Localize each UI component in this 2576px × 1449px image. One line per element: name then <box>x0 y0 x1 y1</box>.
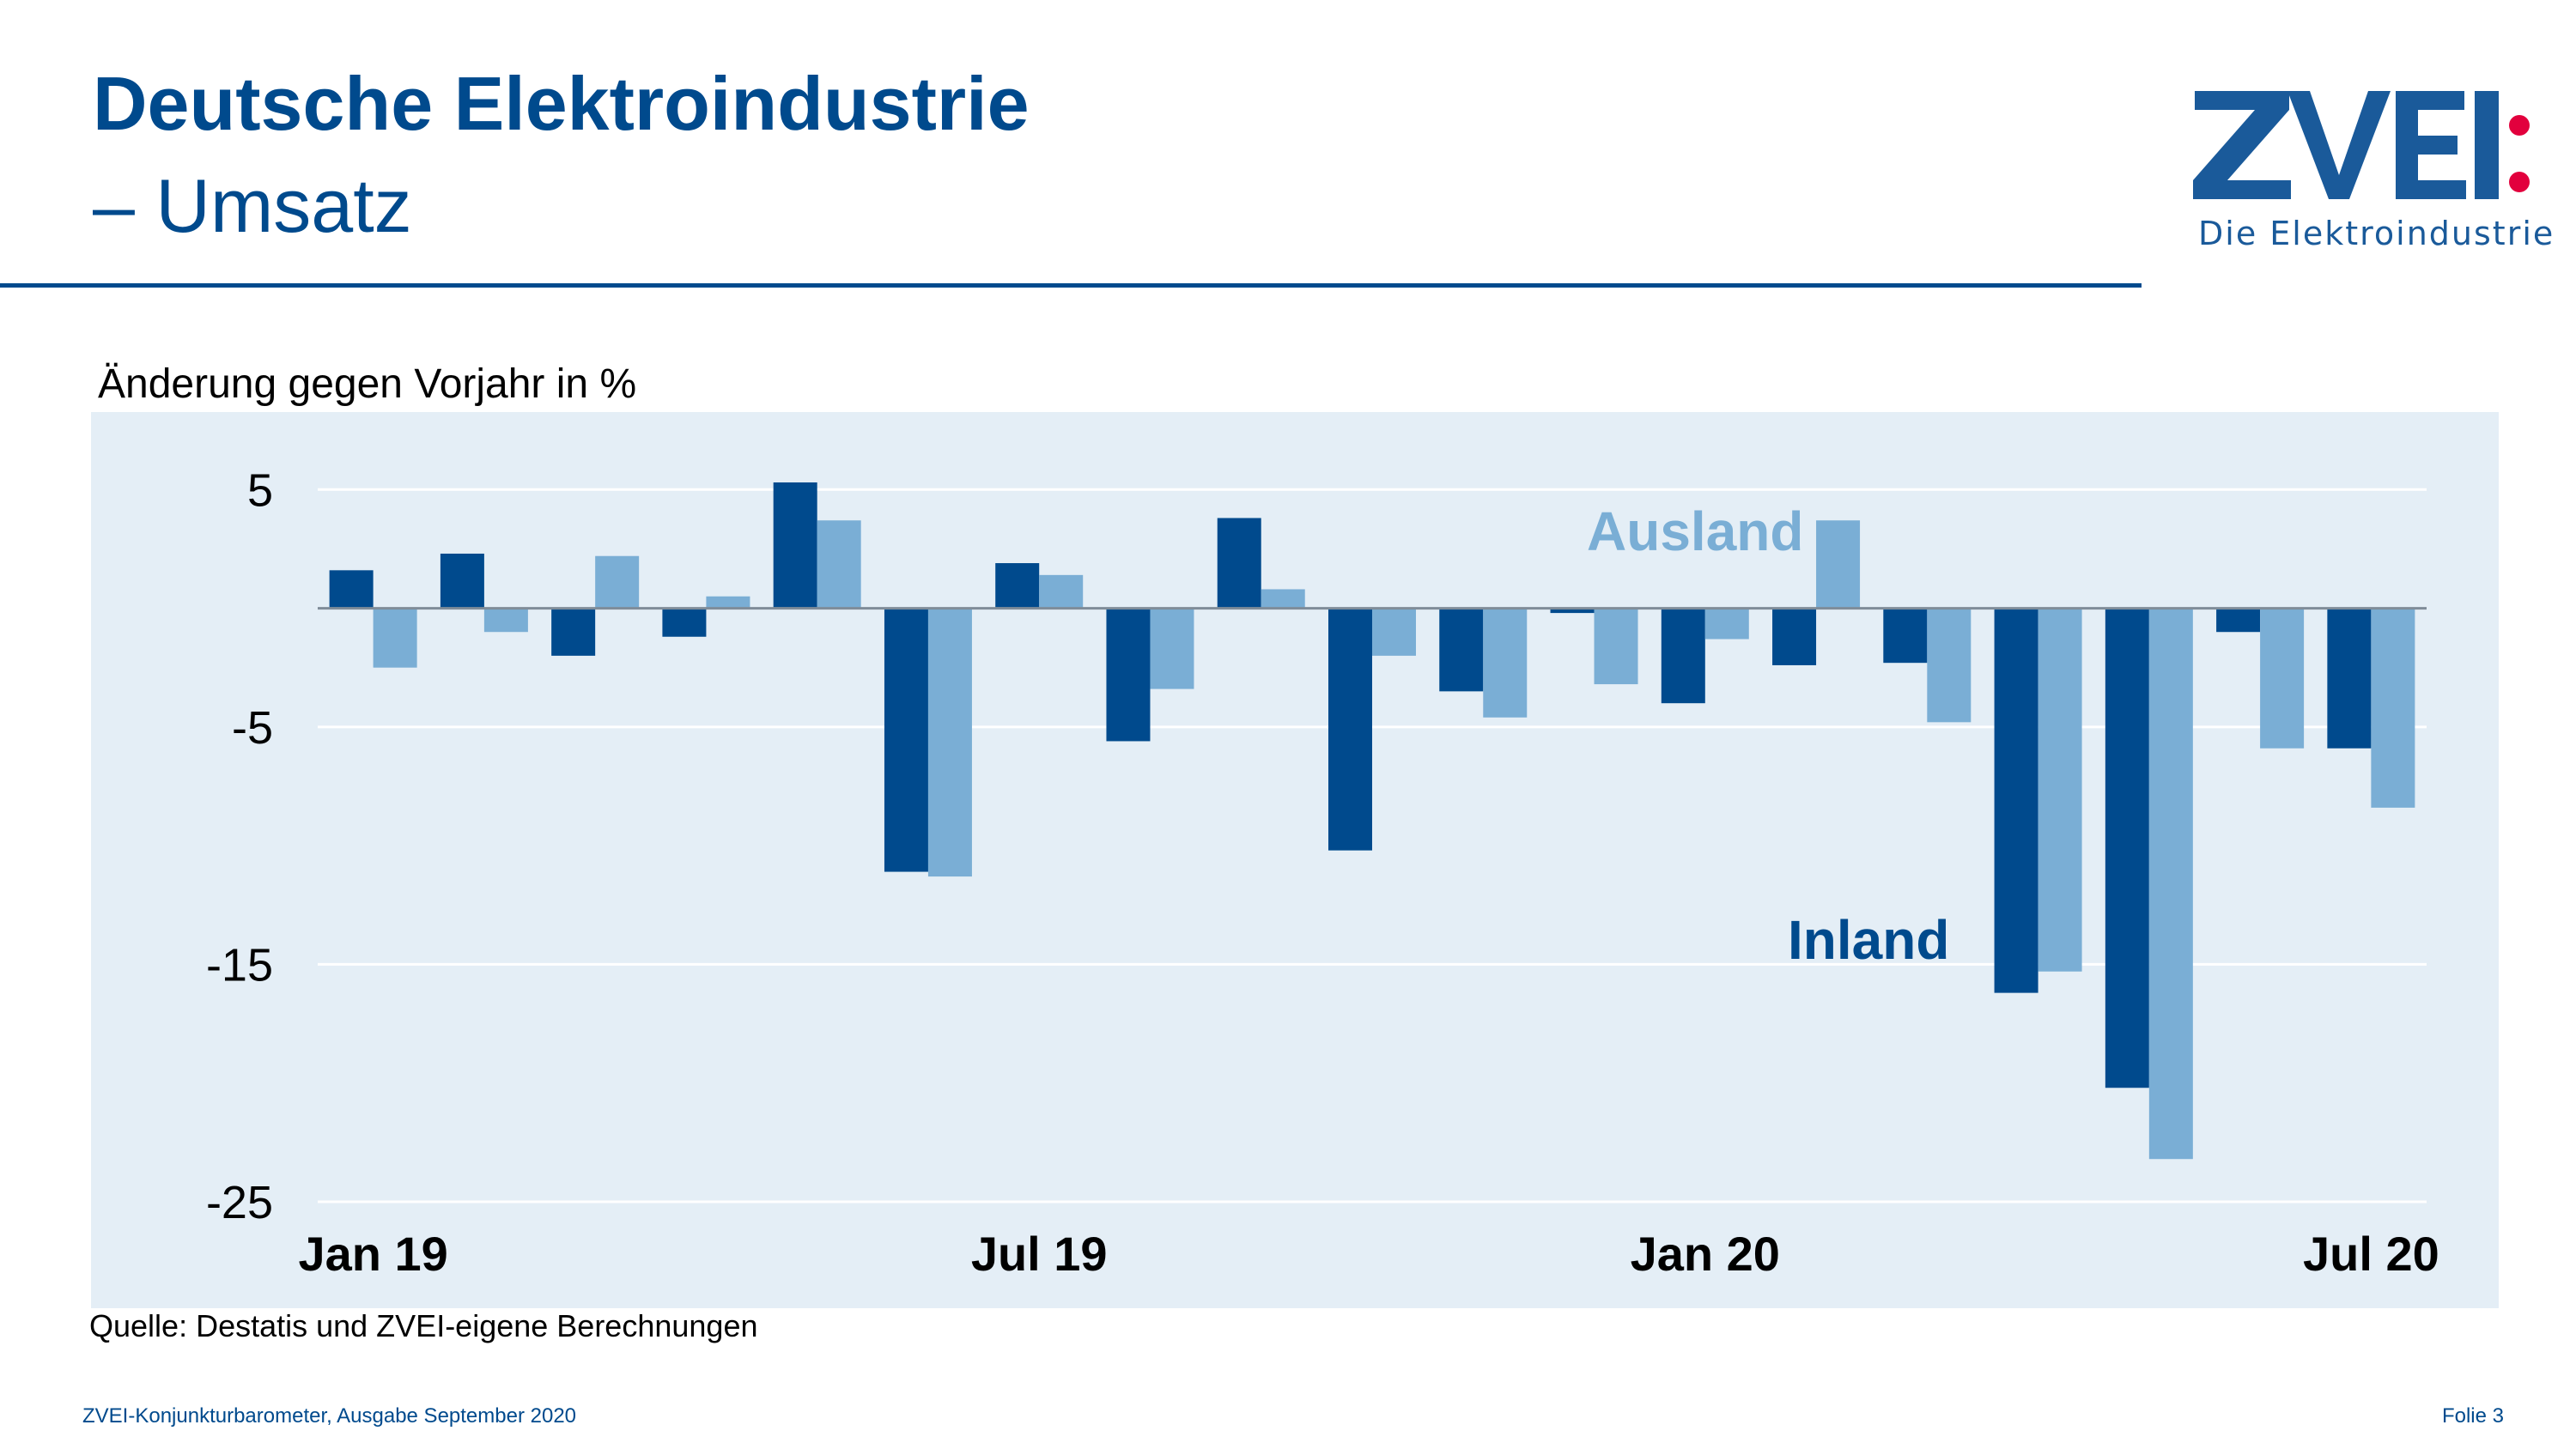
bar-inland <box>773 482 817 609</box>
bar-ausland <box>927 608 972 877</box>
logo-wordmark <box>2193 91 2499 199</box>
bar-inland <box>2105 608 2149 1088</box>
bar-ausland <box>1483 608 1528 718</box>
title-main: Deutsche Elektroindustrie <box>93 61 1030 146</box>
x-tick-label: Jul 19 <box>971 1227 1108 1281</box>
y-axis-label: Änderung gegen Vorjahr in % <box>98 361 637 407</box>
bar-ausland <box>2260 608 2305 749</box>
bar-ausland <box>1039 574 1084 609</box>
bar-inland <box>1994 608 2038 993</box>
y-tick-label: -5 <box>232 702 273 754</box>
bar-ausland <box>1594 608 1638 685</box>
bar-inland <box>440 553 484 609</box>
bar-inland <box>1439 608 1484 692</box>
y-tick-label: -25 <box>206 1177 273 1228</box>
bar-ausland <box>2038 608 2082 972</box>
y-tick-label: -15 <box>206 939 273 991</box>
bar-ausland <box>373 608 417 668</box>
bar-ausland <box>2148 608 2193 1160</box>
source-note: Quelle: Destatis und ZVEI-eigene Berechn… <box>89 1308 758 1343</box>
bar-ausland <box>1816 520 1861 609</box>
logo-tagline: Die Elektroindustrie <box>2198 215 2555 252</box>
bar-ausland <box>1704 608 1749 640</box>
bar-inland <box>1883 608 1928 664</box>
bar-inland <box>1550 608 1595 614</box>
slide-number: Folie 3 <box>2441 1404 2504 1428</box>
bar-ausland <box>1927 608 1971 723</box>
bar-ausland <box>1261 589 1305 609</box>
bar-inland <box>662 608 707 637</box>
bar-inland <box>1772 608 1817 665</box>
title-subtitle: – Umsatz <box>93 162 412 248</box>
legend-inland: Inland <box>1788 909 1950 971</box>
y-tick-label: 5 <box>247 464 273 516</box>
bar-inland <box>884 608 928 872</box>
bar-inland <box>1217 518 1261 609</box>
bar-ausland <box>2371 608 2415 808</box>
header-divider <box>0 283 2142 288</box>
footer-text: ZVEI-Konjunkturbarometer, Ausgabe Septem… <box>82 1404 577 1428</box>
bar-inland <box>2327 608 2372 749</box>
bar-inland <box>2216 608 2261 633</box>
page-title: Deutsche Elektroindustrie – Umsatz <box>93 53 1030 258</box>
x-tick-label: Jan 20 <box>1631 1227 1780 1281</box>
bar-ausland <box>1372 608 1416 656</box>
logo-dot-top <box>2509 115 2530 136</box>
bar-inland <box>1661 608 1705 704</box>
bar-ausland <box>483 608 528 633</box>
bar-inland <box>1106 608 1151 742</box>
bar-inland <box>551 608 596 656</box>
bar-ausland <box>817 520 861 609</box>
bar-inland <box>995 563 1040 609</box>
zvei-logo <box>2193 91 2530 199</box>
logo-dot-bottom <box>2509 172 2530 192</box>
chart-panel <box>91 412 2499 1308</box>
bar-ausland <box>1150 608 1194 689</box>
x-tick-label: Jul 20 <box>2303 1227 2439 1281</box>
bar-inland <box>1328 608 1372 851</box>
x-tick-label: Jan 19 <box>298 1227 447 1281</box>
bar-ausland <box>595 555 640 609</box>
legend-ausland: Ausland <box>1587 500 1804 562</box>
bar-ausland <box>706 596 750 609</box>
bar-inland <box>329 570 374 609</box>
